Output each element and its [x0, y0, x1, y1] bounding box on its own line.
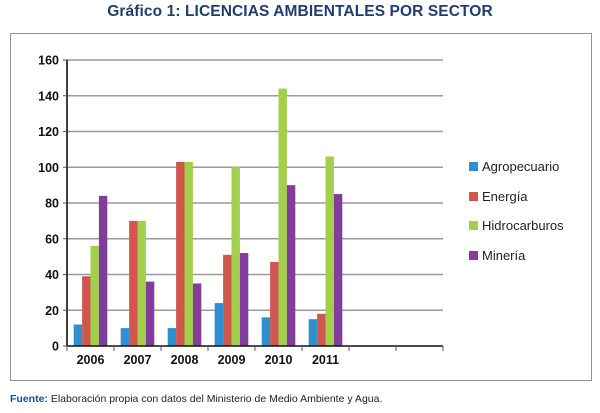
x-tick-label: 2011: [312, 353, 339, 367]
y-tick-label: 40: [45, 268, 59, 282]
x-tick-label: 2008: [171, 353, 199, 367]
source-label: Fuente:: [10, 393, 48, 405]
x-tick-label: 2009: [218, 353, 246, 367]
x-tick-label: 2006: [77, 353, 105, 367]
legend: Agropecuario Energía Hidrocarburos Minería: [469, 152, 564, 270]
y-tick-label: 140: [38, 89, 59, 103]
legend-label: Hidrocarburos: [482, 218, 564, 234]
y-tick-label: 100: [38, 161, 59, 175]
source-text: Elaboración propia con datos del Ministe…: [47, 393, 383, 405]
bar-hidrocarburos-2007: [137, 220, 146, 346]
legend-label: Energía: [482, 188, 528, 204]
legend-swatch: [469, 221, 478, 231]
bar-energía-2011: [317, 313, 326, 346]
bar-agropecuario-2011: [308, 319, 318, 346]
y-tick-label: 80: [45, 197, 59, 211]
legend-swatch: [469, 191, 478, 201]
x-tick-label: 2010: [265, 353, 293, 367]
bar-minería-2008: [192, 283, 202, 346]
bar-agropecuario-2010: [261, 317, 271, 346]
bar-minería-2010: [286, 185, 296, 346]
legend-label: Agropecuario: [482, 159, 560, 175]
bars: [73, 88, 343, 346]
gridlines: [67, 59, 443, 311]
bar-hidrocarburos-2006: [90, 245, 99, 346]
y-tick-label: 120: [38, 125, 59, 139]
legend-item: Hidrocarburos: [469, 211, 564, 241]
y-tick-label: 20: [45, 304, 59, 318]
y-tick-label: 0: [52, 340, 59, 354]
source-note: Fuente: Elaboración propia con datos del…: [10, 393, 382, 405]
legend-item: Minería: [469, 241, 564, 271]
bar-agropecuario-2007: [120, 328, 130, 346]
bar-minería-2007: [145, 281, 155, 346]
bar-agropecuario-2006: [73, 324, 83, 346]
bar-hidrocarburos-2008: [184, 161, 193, 346]
bar-agropecuario-2009: [214, 303, 224, 346]
bar-energía-2007: [129, 220, 138, 346]
bar-hidrocarburos-2010: [278, 88, 287, 346]
bar-minería-2006: [98, 195, 108, 346]
bar-minería-2011: [333, 194, 343, 346]
bar-hidrocarburos-2009: [231, 167, 240, 346]
bar-energía-2010: [270, 261, 279, 346]
y-tick-label: 160: [38, 54, 59, 68]
bar-agropecuario-2008: [167, 328, 177, 346]
x-axis-ticks: 2006 2007 2008 2009 2010 2011: [66, 346, 444, 367]
legend-swatch: [469, 162, 478, 172]
bar-energía-2009: [223, 254, 232, 346]
y-tick-label: 60: [45, 232, 59, 246]
bar-energía-2006: [82, 276, 91, 346]
bar-hidrocarburos-2011: [325, 156, 334, 346]
legend-label: Minería: [482, 247, 526, 263]
bar-minería-2009: [239, 253, 249, 346]
chart-title: Gráfico 1: LICENCIAS AMBIENTALES POR SEC…: [107, 3, 493, 20]
legend-swatch: [469, 250, 478, 260]
bar-energía-2008: [176, 161, 185, 346]
legend-item: Agropecuario: [469, 152, 564, 182]
legend-item: Energía: [469, 182, 564, 212]
x-tick-label: 2007: [124, 353, 152, 367]
y-axis-ticks: 0 20 40 60 80 100 120 140 160: [38, 54, 67, 354]
